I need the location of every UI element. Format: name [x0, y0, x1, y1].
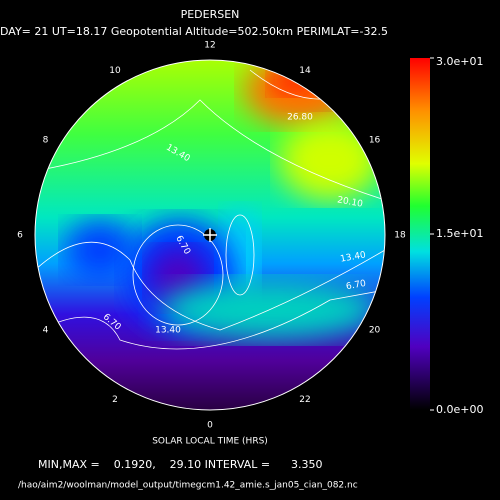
pole-marker: [203, 228, 217, 242]
local-time-label: 18: [394, 231, 406, 241]
stats: MIN,MAX = 0.1920, 29.10 INTERVAL = 3.350: [38, 458, 323, 471]
polar-field: [35, 60, 385, 410]
colorbar-tick-label: 1.5e+01: [436, 227, 483, 240]
local-time-label: 22: [299, 395, 310, 405]
x-axis-label: SOLAR LOCAL TIME (HRS): [152, 437, 268, 447]
contour-label: 20.10: [336, 195, 363, 209]
local-time-label: 8: [43, 136, 49, 146]
contour-label: 26.80: [287, 113, 313, 123]
local-time-label: 6: [17, 231, 23, 241]
colorbar-tick-label: 0.0e+00: [436, 403, 483, 416]
local-time-label: 10: [109, 66, 121, 76]
local-time-label: 20: [369, 326, 381, 336]
colorbar-tick-label: 3.0e+01: [436, 55, 483, 68]
contour-label: 13.40: [340, 250, 367, 264]
colorbar: [410, 58, 430, 410]
local-time-label: 12: [204, 41, 215, 51]
local-time-label: 16: [369, 136, 381, 146]
chart-subtitle: DAY= 21 UT=18.17 Geopotential Altitude=5…: [0, 25, 388, 38]
contour-lines: [35, 69, 385, 350]
local-time-label: 14: [299, 66, 311, 76]
file-path: /hao/aim2/woolman/model_output/timegcm1.…: [18, 481, 358, 491]
local-time-label: 2: [112, 395, 118, 405]
local-time-label: 4: [43, 326, 49, 336]
contour-label: 6.70: [345, 279, 367, 292]
chart-title: PEDERSEN: [181, 8, 240, 21]
contour-label: 13.40: [155, 326, 181, 336]
perimeter: [34, 59, 386, 411]
local-time-label: 0: [207, 421, 213, 431]
